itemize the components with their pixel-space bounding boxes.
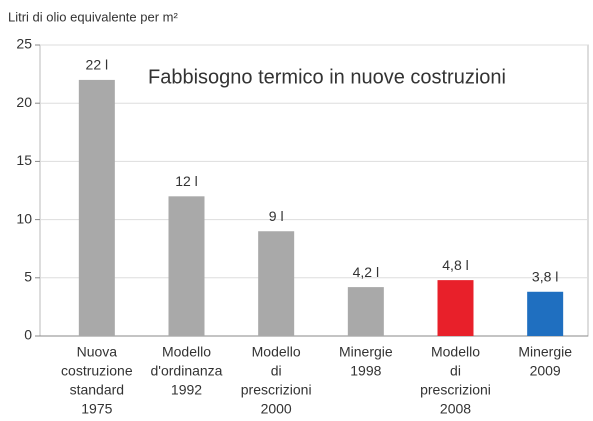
value-label: 3,8 l xyxy=(532,268,558,284)
x-tick-label: costruzione xyxy=(61,363,133,379)
x-tick-label: prescrizioni xyxy=(241,382,312,398)
x-tick-label: Modello xyxy=(252,344,301,360)
value-label: 9 l xyxy=(269,208,284,224)
bar xyxy=(347,287,384,336)
value-label: 4,2 l xyxy=(353,264,379,280)
bar xyxy=(258,231,295,336)
x-tick-label: di xyxy=(271,363,282,379)
x-tick-label: Minergie xyxy=(518,344,572,360)
x-tick-label: 2000 xyxy=(261,401,292,417)
x-tick-label: 1975 xyxy=(81,401,112,417)
x-tick-label: Modello xyxy=(162,344,211,360)
value-label: 22 l xyxy=(86,57,109,73)
x-tick-label: 2009 xyxy=(530,363,561,379)
bar xyxy=(527,291,564,336)
y-tick-label: 20 xyxy=(16,94,32,110)
x-tick-label: prescrizioni xyxy=(420,382,491,398)
x-tick-label: Nuova xyxy=(77,344,118,360)
plot-frame xyxy=(39,44,589,337)
x-tick-label: 1992 xyxy=(171,382,202,398)
bar xyxy=(78,79,115,337)
x-tick-label: 1998 xyxy=(350,363,381,379)
value-label: 12 l xyxy=(175,173,198,189)
bar xyxy=(437,280,474,336)
x-tick-label: standard xyxy=(70,382,124,398)
y-tick-label: 5 xyxy=(24,269,32,285)
x-tick-label: Minergie xyxy=(339,344,393,360)
y-tick-label: 25 xyxy=(16,36,32,52)
y-axis-label: Litri di olio equivalente per m² xyxy=(8,9,178,24)
x-tick-label: d'ordinanza xyxy=(151,363,223,379)
x-tick-label: di xyxy=(450,363,461,379)
chart-title: Fabbisogno termico in nuove costruzioni xyxy=(148,66,506,88)
y-tick-label: 15 xyxy=(16,152,32,168)
y-tick-label: 10 xyxy=(16,210,32,226)
x-tick-label: Modello xyxy=(431,344,480,360)
value-label: 4,8 l xyxy=(442,257,468,273)
x-tick-label: 2008 xyxy=(440,401,471,417)
bar xyxy=(168,196,205,336)
y-tick-label: 0 xyxy=(24,327,32,343)
